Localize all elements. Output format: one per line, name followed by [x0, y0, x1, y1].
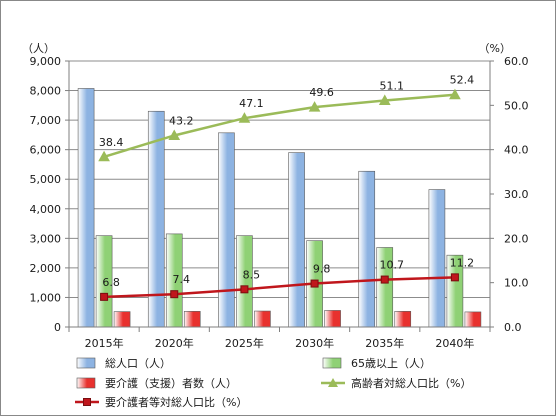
square-point [380, 275, 389, 284]
left-tick-label: 4,000 [30, 203, 62, 216]
left-tick-label: 5,000 [30, 173, 62, 186]
square-point [240, 285, 249, 294]
x-tick-label: 2015年 [85, 336, 124, 350]
bar-bar-1 [236, 235, 253, 328]
data-label: 7.4 [173, 273, 191, 286]
bar-bar-0 [428, 189, 446, 328]
data-label: 6.8 [102, 276, 120, 289]
data-label: 43.2 [169, 114, 194, 127]
square-point [310, 279, 319, 288]
right-tick-label: 40.0 [504, 144, 529, 157]
series-line-3 [103, 93, 456, 158]
square-point [170, 290, 179, 299]
left-axis-unit: （人） [22, 42, 55, 55]
x-tick-label: 2035年 [365, 336, 404, 350]
data-label: 51.1 [380, 79, 405, 92]
square-point [100, 292, 109, 301]
x-tick-label: 2025年 [225, 336, 264, 350]
data-label: 9.8 [313, 263, 331, 276]
bar-bar-2 [183, 311, 201, 328]
right-tick-label: 0.0 [504, 321, 522, 334]
bar-bar-0 [288, 152, 305, 328]
legend-label: 65歳以上（人） [351, 357, 431, 370]
bar-bar-0 [218, 132, 235, 328]
legend-swatch [322, 357, 342, 369]
grid-lines [69, 60, 490, 298]
legend-marker [328, 378, 338, 387]
left-tick-label: 6,000 [30, 144, 62, 157]
legend-label: 要介護者等対総人口比（%） [105, 395, 247, 409]
right-tick-label: 30.0 [504, 188, 529, 201]
bar-bar-2 [254, 310, 271, 328]
bar-bar-2 [324, 310, 341, 328]
bar-series [77, 88, 482, 328]
right-tick-label: 20.0 [504, 232, 529, 245]
right-axis-unit: （%） [479, 42, 511, 55]
left-tick-label: 9,000 [30, 55, 62, 68]
bar-bar-0 [77, 88, 95, 328]
data-label: 52.4 [450, 74, 475, 87]
left-tick-label: 8,000 [30, 85, 62, 98]
bar-bar-2 [464, 311, 482, 328]
data-label: 38.4 [99, 136, 124, 149]
bar-bar-0 [358, 170, 376, 328]
legend-label: 要介護（支援）者数（人） [105, 376, 237, 390]
data-label: 10.7 [380, 259, 405, 272]
legend-swatch [76, 377, 96, 389]
square-point [450, 273, 459, 282]
legend-label: 総人口（人） [105, 356, 171, 370]
data-label: 49.6 [309, 86, 334, 99]
triangle-point [449, 88, 461, 100]
legend-swatch [76, 357, 96, 369]
legend: 総人口（人） 65歳以上（人） 要介護（支援）者数（人） 高齢者対総人口比（%） 要介護… [75, 356, 471, 409]
triangle-point [168, 129, 181, 140]
data-label: 47.1 [239, 97, 264, 110]
right-tick-label: 10.0 [504, 277, 529, 290]
left-tick-label: 0 [54, 321, 61, 334]
triangle-point [308, 101, 321, 112]
x-tick-label: 2020年 [155, 336, 194, 350]
bar-bar-2 [394, 311, 412, 328]
bar-bar-2 [113, 311, 131, 328]
axes: 0 1,000 2,000 3,000 4,000 5,000 6,000 7,000 8,00… [30, 55, 529, 350]
data-labels: 38.4 43.2 47.1 49.6 51.1 52.4 6.8 7.4 8.5 9.8 10.7… [99, 74, 474, 289]
left-tick-label: 3,000 [30, 232, 62, 245]
triangle-point [378, 94, 391, 105]
line-series [98, 88, 461, 301]
triangle-point [98, 150, 110, 162]
left-tick-label: 7,000 [30, 114, 62, 127]
data-label: 8.5 [243, 268, 261, 281]
left-tick-label: 1,000 [30, 291, 62, 304]
triangle-point [238, 112, 251, 123]
series-line-4 [104, 276, 455, 299]
x-tick-label: 2030年 [295, 336, 334, 350]
right-tick-label: 60.0 [504, 55, 529, 68]
legend-marker [83, 398, 91, 406]
legend-label: 高齢者対総人口比（%） [351, 376, 471, 390]
x-tick-label: 2040年 [435, 336, 474, 350]
right-tick-label: 50.0 [504, 99, 529, 112]
left-tick-label: 2,000 [30, 262, 62, 275]
data-label: 11.2 [450, 256, 475, 269]
